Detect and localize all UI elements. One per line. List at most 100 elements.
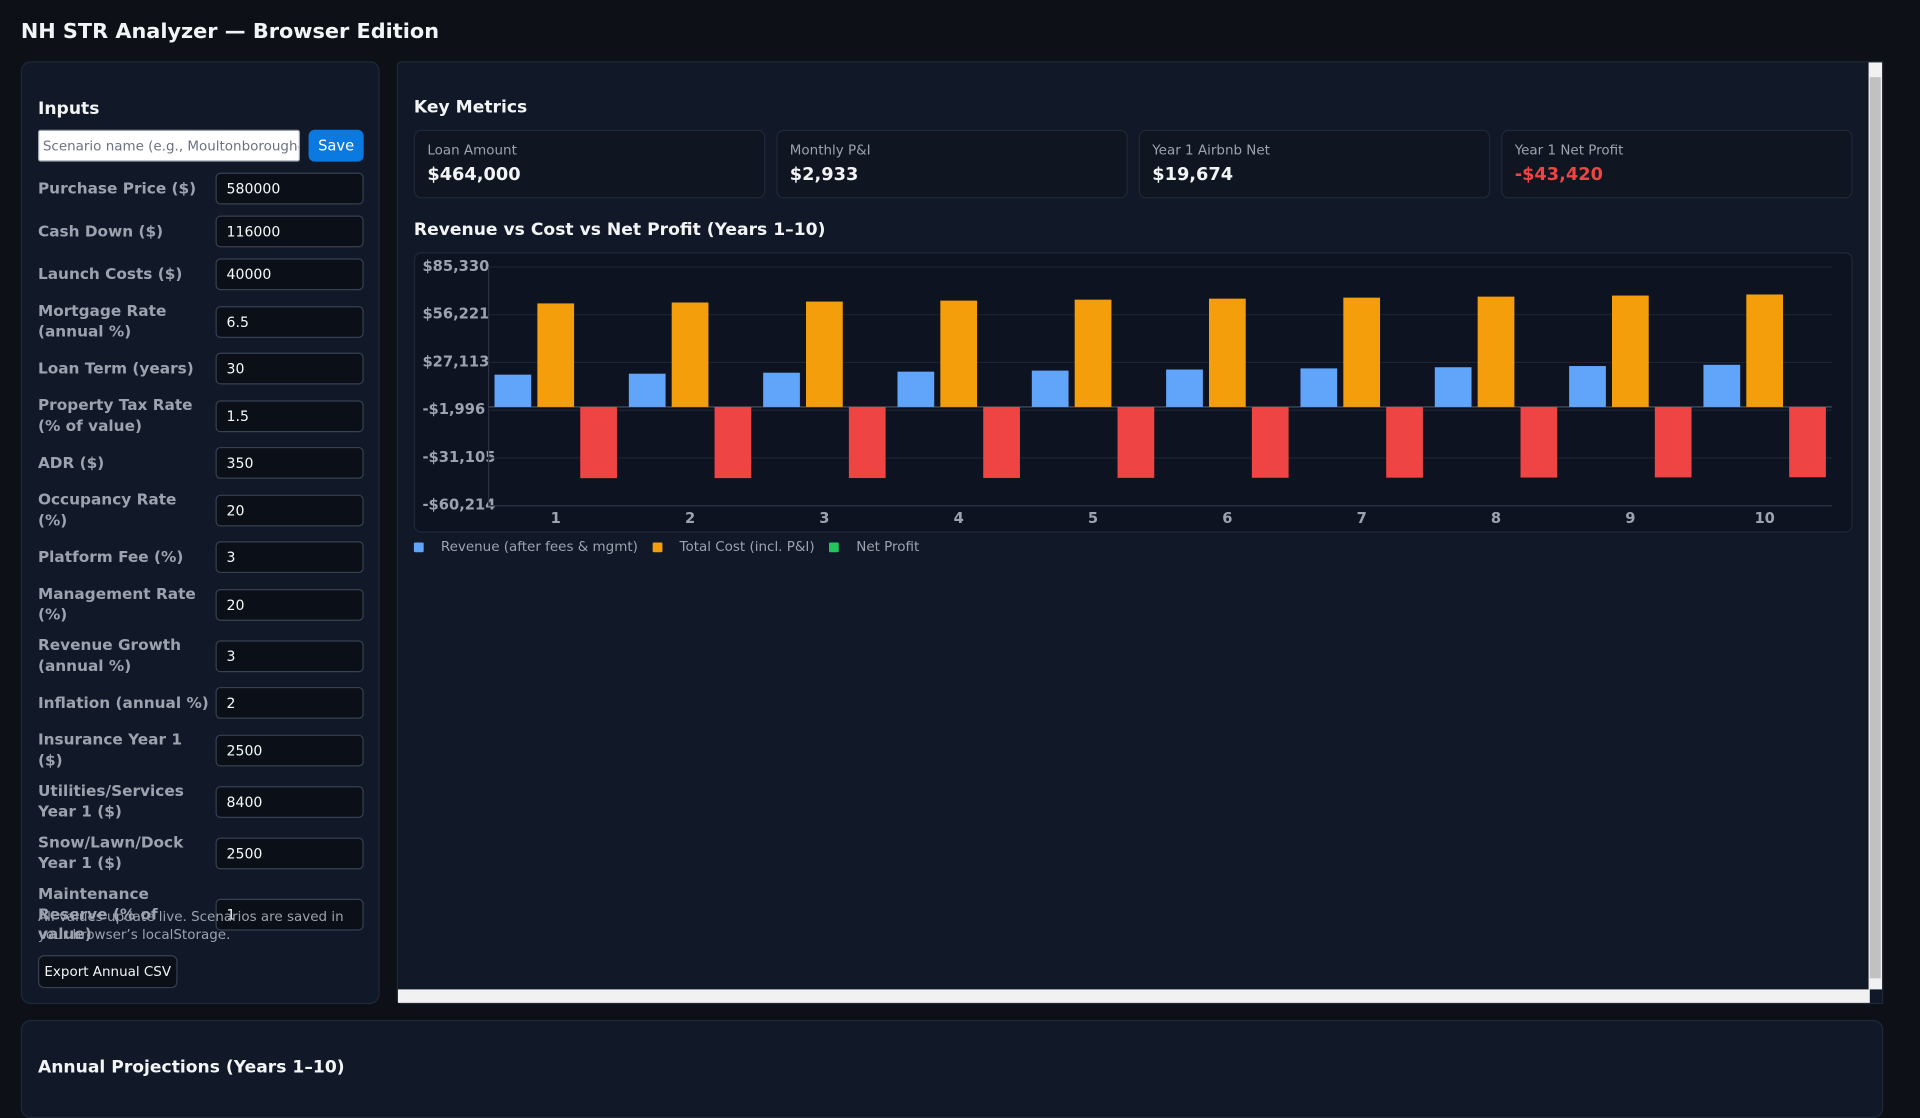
bar <box>1477 296 1515 407</box>
bar <box>1117 406 1155 478</box>
field-input[interactable]: 20 <box>215 494 364 526</box>
field-row: Revenue Growth (annual %) 3 <box>38 636 364 676</box>
field-input[interactable]: 1.5 <box>215 399 364 432</box>
field-input[interactable]: 116000 <box>215 215 364 248</box>
field-row: ADR ($) 350 <box>37 446 364 479</box>
bar <box>848 406 886 479</box>
field-input[interactable]: 20 <box>215 588 364 621</box>
bar <box>580 406 617 479</box>
save-button[interactable]: Save <box>308 129 364 162</box>
bar <box>628 373 666 407</box>
legend-swatch <box>652 541 663 552</box>
bar <box>1386 406 1423 478</box>
field-label: Cash Down ($) <box>37 221 164 240</box>
projections-panel: Annual Projections (Years 1–10) <box>20 1020 1884 1118</box>
field-input[interactable]: 3 <box>215 541 364 574</box>
x-tick-label: 6 <box>1222 510 1232 527</box>
v-scroll-thumb[interactable] <box>1869 77 1881 979</box>
x-tick-label: 1 <box>551 510 561 527</box>
field-row: Property Tax Rate (% of value) 1.5 <box>38 396 364 436</box>
field-label: Utilities/Services Year 1 ($) <box>37 781 184 820</box>
bar <box>1789 406 1826 478</box>
field-label: Occupancy Rate (%) <box>37 489 177 529</box>
field-label: Insurance Year 1 ($) <box>37 729 183 769</box>
field-label: Launch Costs ($) <box>37 264 183 283</box>
bar <box>1251 406 1289 478</box>
field-row: Inflation (annual %) 2 <box>38 686 364 719</box>
field-input[interactable]: 30 <box>215 352 364 385</box>
x-tick-label: 5 <box>1088 510 1098 527</box>
bar <box>806 301 843 407</box>
field-row: Purchase Price ($) 580000 <box>37 172 364 205</box>
metric-value: -$43,420 <box>1514 165 1603 185</box>
bar <box>940 300 978 407</box>
bar <box>1611 295 1649 407</box>
field-input[interactable]: 2 <box>215 686 364 719</box>
bar <box>763 372 800 407</box>
field-input[interactable]: 350 <box>215 446 364 479</box>
results-panel <box>396 61 1884 1005</box>
metric-value: $464,000 <box>427 165 521 185</box>
metric-card: Monthly P&I $2,933 <box>776 129 1128 199</box>
bar <box>897 371 935 407</box>
export-button[interactable]: Export Annual CSV <box>37 955 178 989</box>
fields: Purchase Price ($) 580000 Cash Down ($) 116… <box>37 172 364 956</box>
metric-value: $2,933 <box>789 165 859 185</box>
legend: Revenue (after fees & mgmt) Total Cost (i… <box>413 538 920 555</box>
y-tick-label: $27,113 <box>422 353 489 370</box>
bar <box>1343 297 1381 407</box>
field-row: Cash Down ($) 116000 <box>37 215 364 248</box>
field-label: ADR ($) <box>37 452 105 472</box>
legend-label: Revenue (after fees & mgmt) <box>440 538 638 555</box>
scenario-input[interactable]: Scenario name (e.g., Moultonborough-200k <box>37 129 301 162</box>
x-tick-label: 10 <box>1754 510 1774 527</box>
x-tick-label: 9 <box>1625 510 1635 527</box>
bar <box>1520 406 1558 478</box>
page: NH STR Analyzer — Browser Edition Inputs… <box>20 19 1884 1118</box>
bar <box>1434 367 1472 407</box>
field-label: Purchase Price ($) <box>37 178 197 197</box>
metric-card: Loan Amount $464,000 <box>413 129 766 199</box>
metrics-title: Key Metrics <box>413 97 528 118</box>
inputs-title: Inputs <box>37 99 100 119</box>
bar <box>494 374 532 407</box>
chart: -$60,214 -$31,105 -$1,996 $27,113 $56,221 $85… <box>422 258 1832 527</box>
metric-label: Year 1 Net Profit <box>1514 142 1624 158</box>
legend-label: Net Profit <box>856 538 920 555</box>
bar <box>1074 299 1112 407</box>
field-input[interactable]: 2500 <box>215 734 364 766</box>
field-label: Loan Term (years) <box>37 358 194 377</box>
legend-swatch <box>829 541 840 552</box>
field-input[interactable]: 580000 <box>215 172 364 205</box>
field-label: Revenue Growth (annual %) <box>37 635 181 675</box>
x-tick-label: 2 <box>685 510 695 527</box>
app-title: NH STR Analyzer — Browser Edition <box>20 19 440 45</box>
field-row: Mortgage Rate (annual %) 6.5 <box>38 301 364 341</box>
field-input[interactable]: 6.5 <box>215 305 364 338</box>
field-label: Mortgage Rate (annual %) <box>37 301 167 340</box>
h-scrollbar[interactable] <box>397 989 1870 1003</box>
metric-label: Year 1 Airbnb Net <box>1152 142 1270 158</box>
field-label: Snow/Lawn/Dock Year 1 ($) <box>37 832 184 872</box>
field-input[interactable]: 2500 <box>215 836 364 869</box>
field-input[interactable]: 1 <box>215 898 364 931</box>
field-label: Property Tax Rate (% of value) <box>37 395 193 435</box>
field-input[interactable]: 3 <box>215 639 364 672</box>
metric-label: Monthly P&I <box>789 142 871 158</box>
y-tick-label: -$1,996 <box>422 401 485 418</box>
metric-card: Year 1 Net Profit -$43,420 <box>1501 129 1853 199</box>
field-row: Occupancy Rate (%) 20 <box>38 490 364 530</box>
field-row: Utilities/Services Year 1 ($) 8400 <box>38 781 364 821</box>
bar <box>983 406 1020 478</box>
field-row: Launch Costs ($) 40000 <box>37 258 364 291</box>
bar <box>1166 369 1203 407</box>
projections-title: Annual Projections (Years 1–10) <box>37 1057 345 1078</box>
bar <box>1031 370 1069 407</box>
x-tick-label: 8 <box>1491 510 1501 527</box>
field-input[interactable]: 8400 <box>215 785 364 818</box>
field-row: Maintenance Reserve (% of value) 1 <box>38 884 364 945</box>
chart-box: -$60,214 -$31,105 -$1,996 $27,113 $56,221 $85… <box>413 252 1853 533</box>
field-input[interactable]: 40000 <box>215 258 364 291</box>
metric-label: Loan Amount <box>427 142 517 158</box>
chart-title: Revenue vs Cost vs Net Profit (Years 1–1… <box>413 220 826 240</box>
